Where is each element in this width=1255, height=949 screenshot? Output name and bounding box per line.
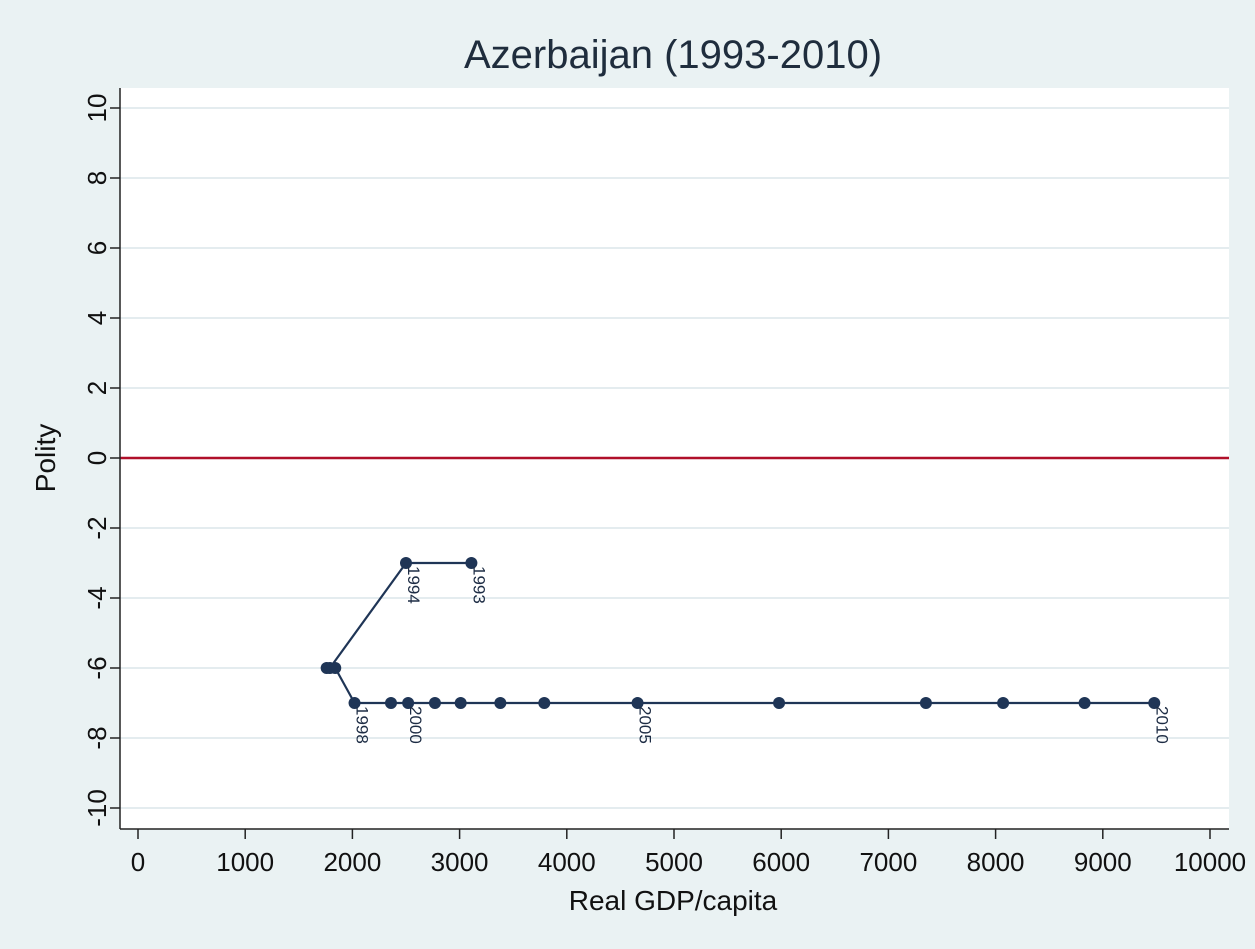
x-tick-label: 9000: [1074, 847, 1132, 877]
data-point-2002: [454, 697, 467, 709]
point-label-2005: 2005: [636, 706, 655, 744]
data-point-1994: [400, 557, 412, 569]
y-tick-label: -10: [82, 789, 112, 827]
x-tick-label: 0: [131, 847, 145, 877]
grid-lines: [120, 107, 1229, 809]
data-point-2008: [997, 697, 1010, 709]
data-point-2001: [428, 697, 441, 709]
point-labels: 1993 1994 1998 2000 2005 2010: [353, 566, 1172, 744]
x-tick-label: 8000: [967, 847, 1025, 877]
y-tick-label: -8: [82, 726, 112, 749]
y-tick-label: -6: [82, 656, 112, 679]
data-point-2003: [494, 697, 507, 709]
data-point-1996: [320, 662, 333, 674]
y-tick-label: 10: [82, 94, 112, 123]
y-tick-label: 8: [82, 171, 112, 185]
y-tick-label: 0: [82, 451, 112, 465]
data-point-2010: [1148, 697, 1161, 709]
x-tick-label: 4000: [538, 847, 596, 877]
data-points: [320, 557, 1161, 709]
data-point-1999: [384, 697, 397, 709]
data-point-2000: [402, 697, 415, 709]
data-point-2007: [919, 697, 932, 709]
data-point-2006: [773, 697, 786, 709]
y-tick-label: -4: [82, 586, 112, 609]
y-tick-label: 4: [82, 311, 112, 325]
x-tick-label: 6000: [752, 847, 810, 877]
data-point-1993: [465, 557, 478, 569]
x-axis-label: Real GDP/capita: [569, 885, 778, 916]
data-point-2009: [1078, 697, 1091, 709]
data-point-1997: [329, 662, 342, 674]
y-axis-label: Polity: [30, 424, 61, 492]
point-label-2010: 2010: [1152, 706, 1171, 744]
x-tick-label: 3000: [431, 847, 489, 877]
x-tick-label: 10000: [1174, 847, 1246, 877]
y-tick-label: 6: [82, 241, 112, 255]
axes: -10 -8 -6 -4 -2 0 2 4 6 8 10 0 1000 2000 3000 4000 5000 6…: [82, 88, 1246, 877]
point-label-1998: 1998: [353, 706, 372, 744]
point-label-1994: 1994: [404, 566, 423, 604]
y-tick-label: -2: [82, 516, 112, 539]
data-point-2004: [538, 697, 551, 709]
x-tick-label: 5000: [645, 847, 703, 877]
point-label-1993: 1993: [469, 566, 488, 604]
y-tick-label: 2: [82, 381, 112, 395]
x-tick-label: 1000: [216, 847, 274, 877]
data-point-2005: [631, 697, 644, 709]
data-point-1998: [348, 697, 361, 709]
x-tick-label: 7000: [859, 847, 917, 877]
point-label-2000: 2000: [406, 706, 425, 744]
chart-title: Azerbaijan (1993-2010): [464, 33, 882, 77]
x-tick-label: 2000: [323, 847, 381, 877]
